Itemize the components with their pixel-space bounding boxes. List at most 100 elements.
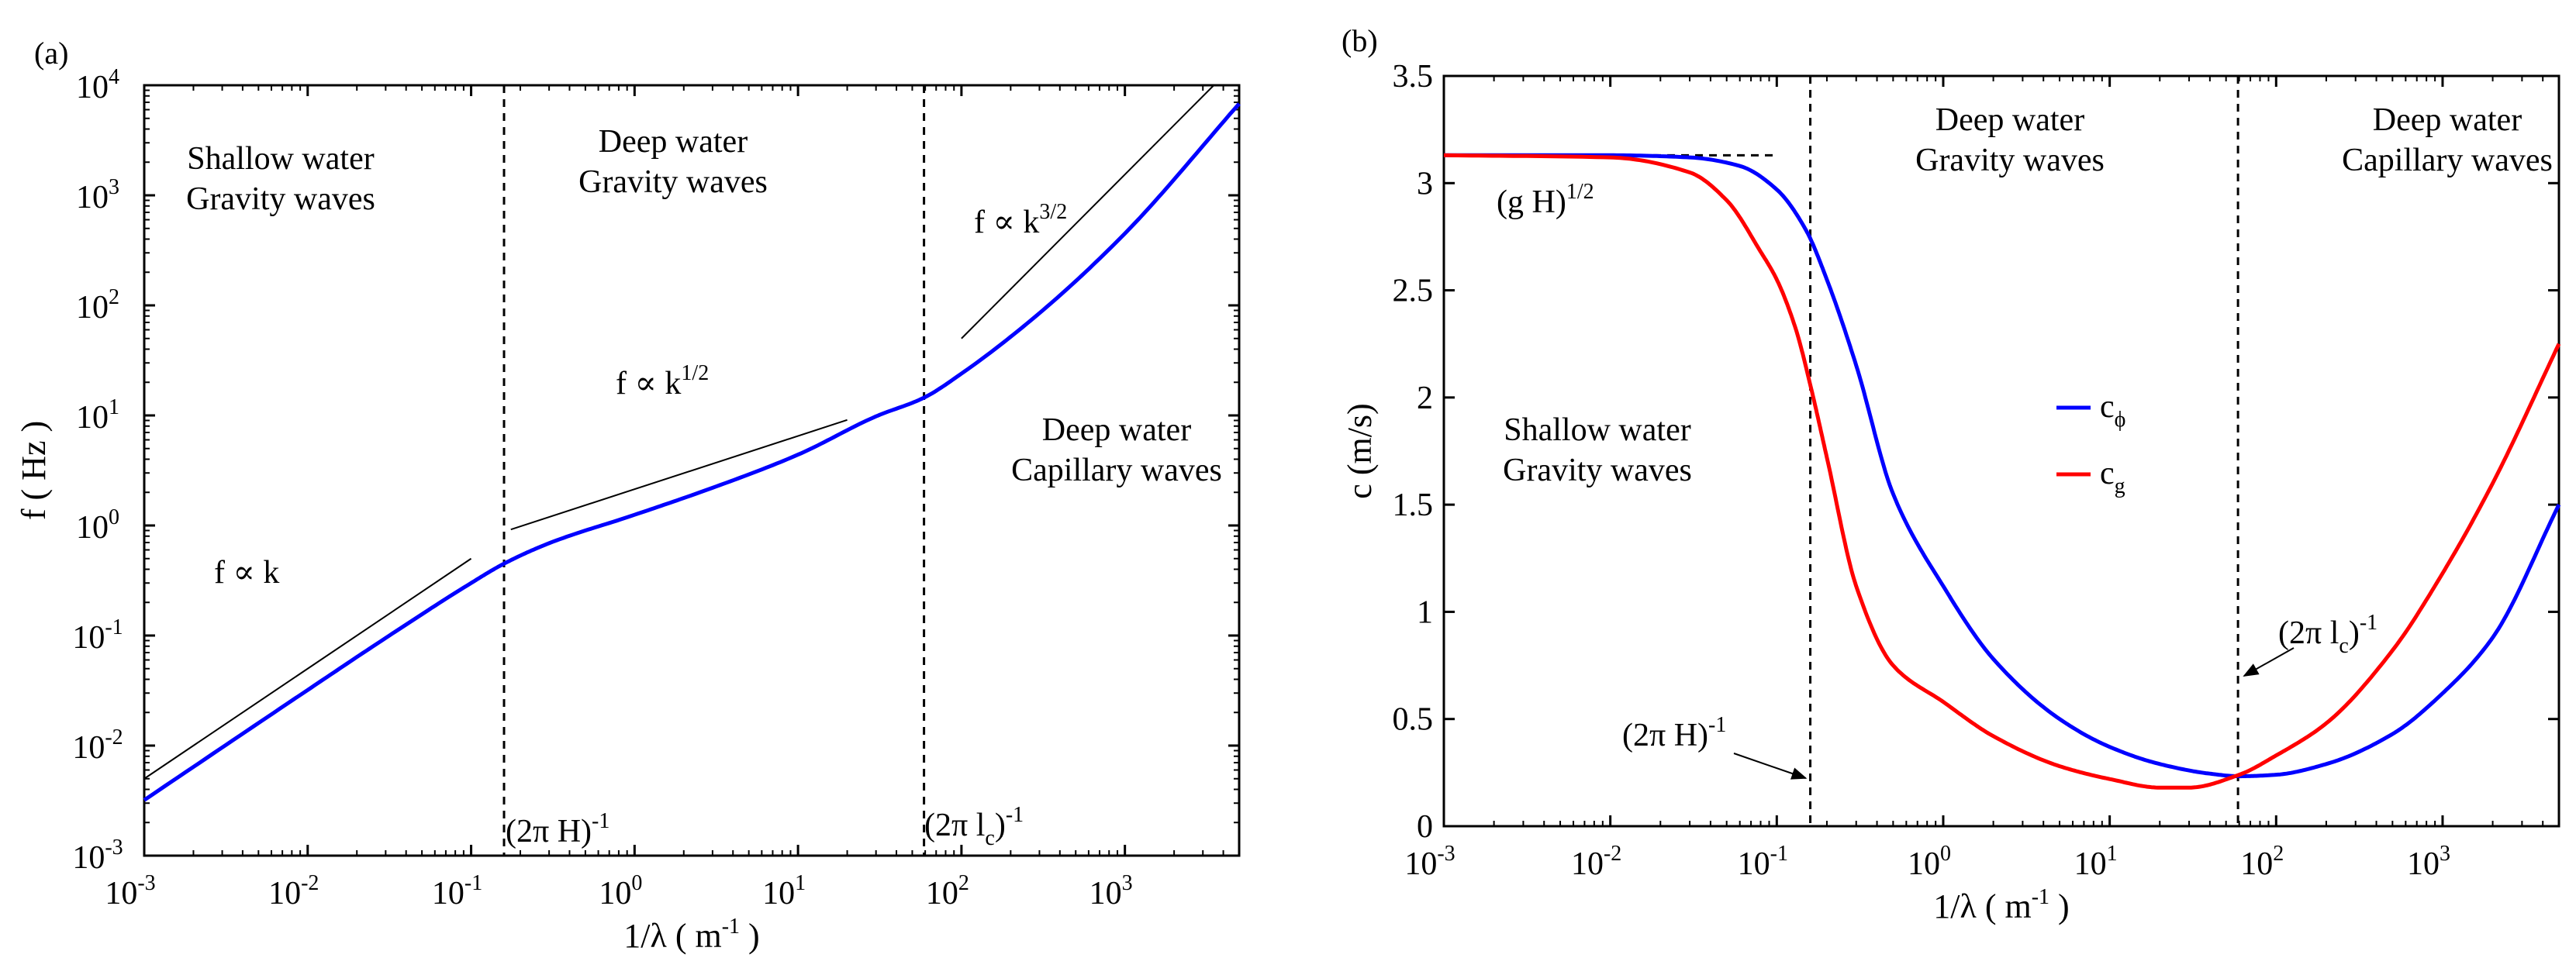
annotation-deep-capillary-line: Capillary waves <box>2342 143 2553 178</box>
y-tick-label: 103 <box>76 175 119 215</box>
y-tick-label: 0 <box>1417 809 1433 845</box>
y-tick-label: 1.5 <box>1393 488 1434 523</box>
law-main: f ∝ k <box>616 366 681 401</box>
y-tick-base: 10 <box>76 510 109 546</box>
x-tick-label: 100 <box>599 871 642 911</box>
y-tick-exponent: 2 <box>109 285 119 309</box>
x-tick-label: 103 <box>1089 871 1133 911</box>
x-tick-base: 10 <box>105 876 137 911</box>
y-axis-label: c (m/s) <box>1341 403 1379 498</box>
y-tick-exponent: -3 <box>105 835 123 860</box>
y-tick-exponent: 4 <box>109 65 119 89</box>
axes-box <box>143 84 1241 857</box>
x-tick-label: 102 <box>926 871 969 911</box>
panel-label: (b) <box>1342 23 1378 58</box>
legend-subscript: g <box>2115 474 2125 498</box>
legend-label: cg <box>2100 456 2125 498</box>
x-tick-label: 10-2 <box>268 871 319 911</box>
x-tick-exponent: 0 <box>631 871 642 895</box>
y-tick-label: 100 <box>76 505 119 546</box>
x-tick-base: 10 <box>1738 846 1770 882</box>
x-tick-exponent: 3 <box>2440 842 2450 866</box>
x-tick-label: 10-1 <box>432 871 482 911</box>
annotation-deep-gravity-line: Deep water <box>599 124 748 160</box>
law-exponent: 3/2 <box>1039 200 1067 224</box>
annotation-law-k-three-halves: f ∝ k3/2 <box>974 200 1067 240</box>
x-axis-label: 1/λ ( m-1 ) <box>623 915 759 955</box>
x-tick-exponent: -1 <box>1770 842 1788 866</box>
x-tick-base: 10 <box>2240 846 2273 882</box>
x-tick-label: 102 <box>2240 842 2284 882</box>
y-tick-label: 101 <box>76 395 119 436</box>
annotation-arrow <box>1733 753 1808 780</box>
x-tick-exponent: -2 <box>1604 842 1621 866</box>
x-tick-base: 10 <box>1908 846 1940 882</box>
legend-subscript: ϕ <box>2115 408 2126 432</box>
annotation-law-k: f ∝ k <box>214 555 279 591</box>
annotation-2pi-h-inverse: (2π H)-1 <box>1622 713 1726 753</box>
annotation-law-k-half: f ∝ k1/2 <box>616 361 709 401</box>
annotation-deep-gravity-line: Gravity waves <box>1915 143 2105 178</box>
annotation-shallow-water: Shallow water Gravity waves <box>1503 412 1692 488</box>
annotation-deep-capillary-line: Capillary waves <box>1011 453 1222 488</box>
legend-main: c <box>2100 456 2115 491</box>
x-axis-label-tail: ) <box>2049 887 2070 925</box>
label-exponent: -1 <box>1708 713 1726 737</box>
x-tick-base: 10 <box>268 876 301 911</box>
x-tick-exponent: 2 <box>2273 842 2284 866</box>
label-exponent: -1 <box>1006 803 1024 827</box>
x-axis-label: 1/λ ( m-1 ) <box>1933 885 2069 925</box>
x-tick-label: 100 <box>1908 842 1951 882</box>
x-axis-label-main: 1/λ ( m <box>1933 887 2031 925</box>
y-tick-base: 10 <box>76 70 109 105</box>
annotation-deep-capillary-line: Deep water <box>1042 412 1191 448</box>
reference-line <box>143 557 472 780</box>
y-tick-base: 10 <box>76 290 109 326</box>
annotation-gh-half: (g H)1/2 <box>1497 180 1594 220</box>
x-tick-exponent: 1 <box>795 871 806 895</box>
x-tick-label: 10-2 <box>1571 842 1621 882</box>
annotation-shallow-water-line: Shallow water <box>187 141 374 177</box>
axes-box <box>1442 74 2560 828</box>
x-axis-label-exponent: -1 <box>722 915 740 939</box>
law-exponent: 1/2 <box>681 361 709 385</box>
label-exponent: 1/2 <box>1566 180 1594 204</box>
annotation-deep-gravity-line: Deep water <box>1935 102 2084 138</box>
reference-line <box>510 419 848 531</box>
reference-line <box>961 84 1215 339</box>
x-tick-base: 10 <box>926 876 958 911</box>
x-tick-base: 10 <box>2074 846 2107 882</box>
label-main: (g H) <box>1497 184 1566 220</box>
y-tick-label: 0.5 <box>1393 702 1434 738</box>
annotation-arrow <box>2243 647 2295 677</box>
label-main: (2π l <box>2278 615 2339 651</box>
x-tick-exponent: -2 <box>301 871 319 895</box>
panel-a-dispersion-plot: (a)10-3 10-2 10-1 100 101 102 10310-310-210-11… <box>15 36 1241 955</box>
x-tick-base: 10 <box>1089 876 1122 911</box>
x-tick-label: 101 <box>762 871 806 911</box>
x-tick-exponent: 2 <box>958 871 969 895</box>
y-tick-exponent: 1 <box>109 395 119 419</box>
x-tick-exponent: 3 <box>1122 871 1133 895</box>
x-tick-base: 10 <box>762 876 795 911</box>
x-tick-label: 10-3 <box>105 871 155 911</box>
label-main: (2π H) <box>506 814 592 849</box>
label-subscript: c <box>985 826 994 850</box>
x-tick-exponent: 1 <box>2107 842 2118 866</box>
x-tick-base: 10 <box>1571 846 1604 882</box>
y-tick-label: 3 <box>1417 166 1433 202</box>
x-axis-label-main: 1/λ ( m <box>623 917 721 955</box>
annotation-deep-capillary: Deep water Capillary waves <box>2342 102 2553 178</box>
y-tick-exponent: -1 <box>105 615 123 639</box>
y-tick-exponent: -2 <box>105 725 123 749</box>
y-tick-base: 10 <box>72 620 105 656</box>
label-subscript: c <box>2339 634 2348 658</box>
annotation-deep-capillary-line: Deep water <box>2373 102 2522 138</box>
label-close: ) <box>995 808 1006 843</box>
x-tick-label: 101 <box>2074 842 2118 882</box>
series-line <box>1444 153 2561 779</box>
y-tick-label: 10-2 <box>72 725 123 766</box>
annotation-shallow-water-line: Gravity waves <box>186 181 375 217</box>
annotation-2pi-lc-inverse: (2π lc)-1 <box>924 803 1024 850</box>
